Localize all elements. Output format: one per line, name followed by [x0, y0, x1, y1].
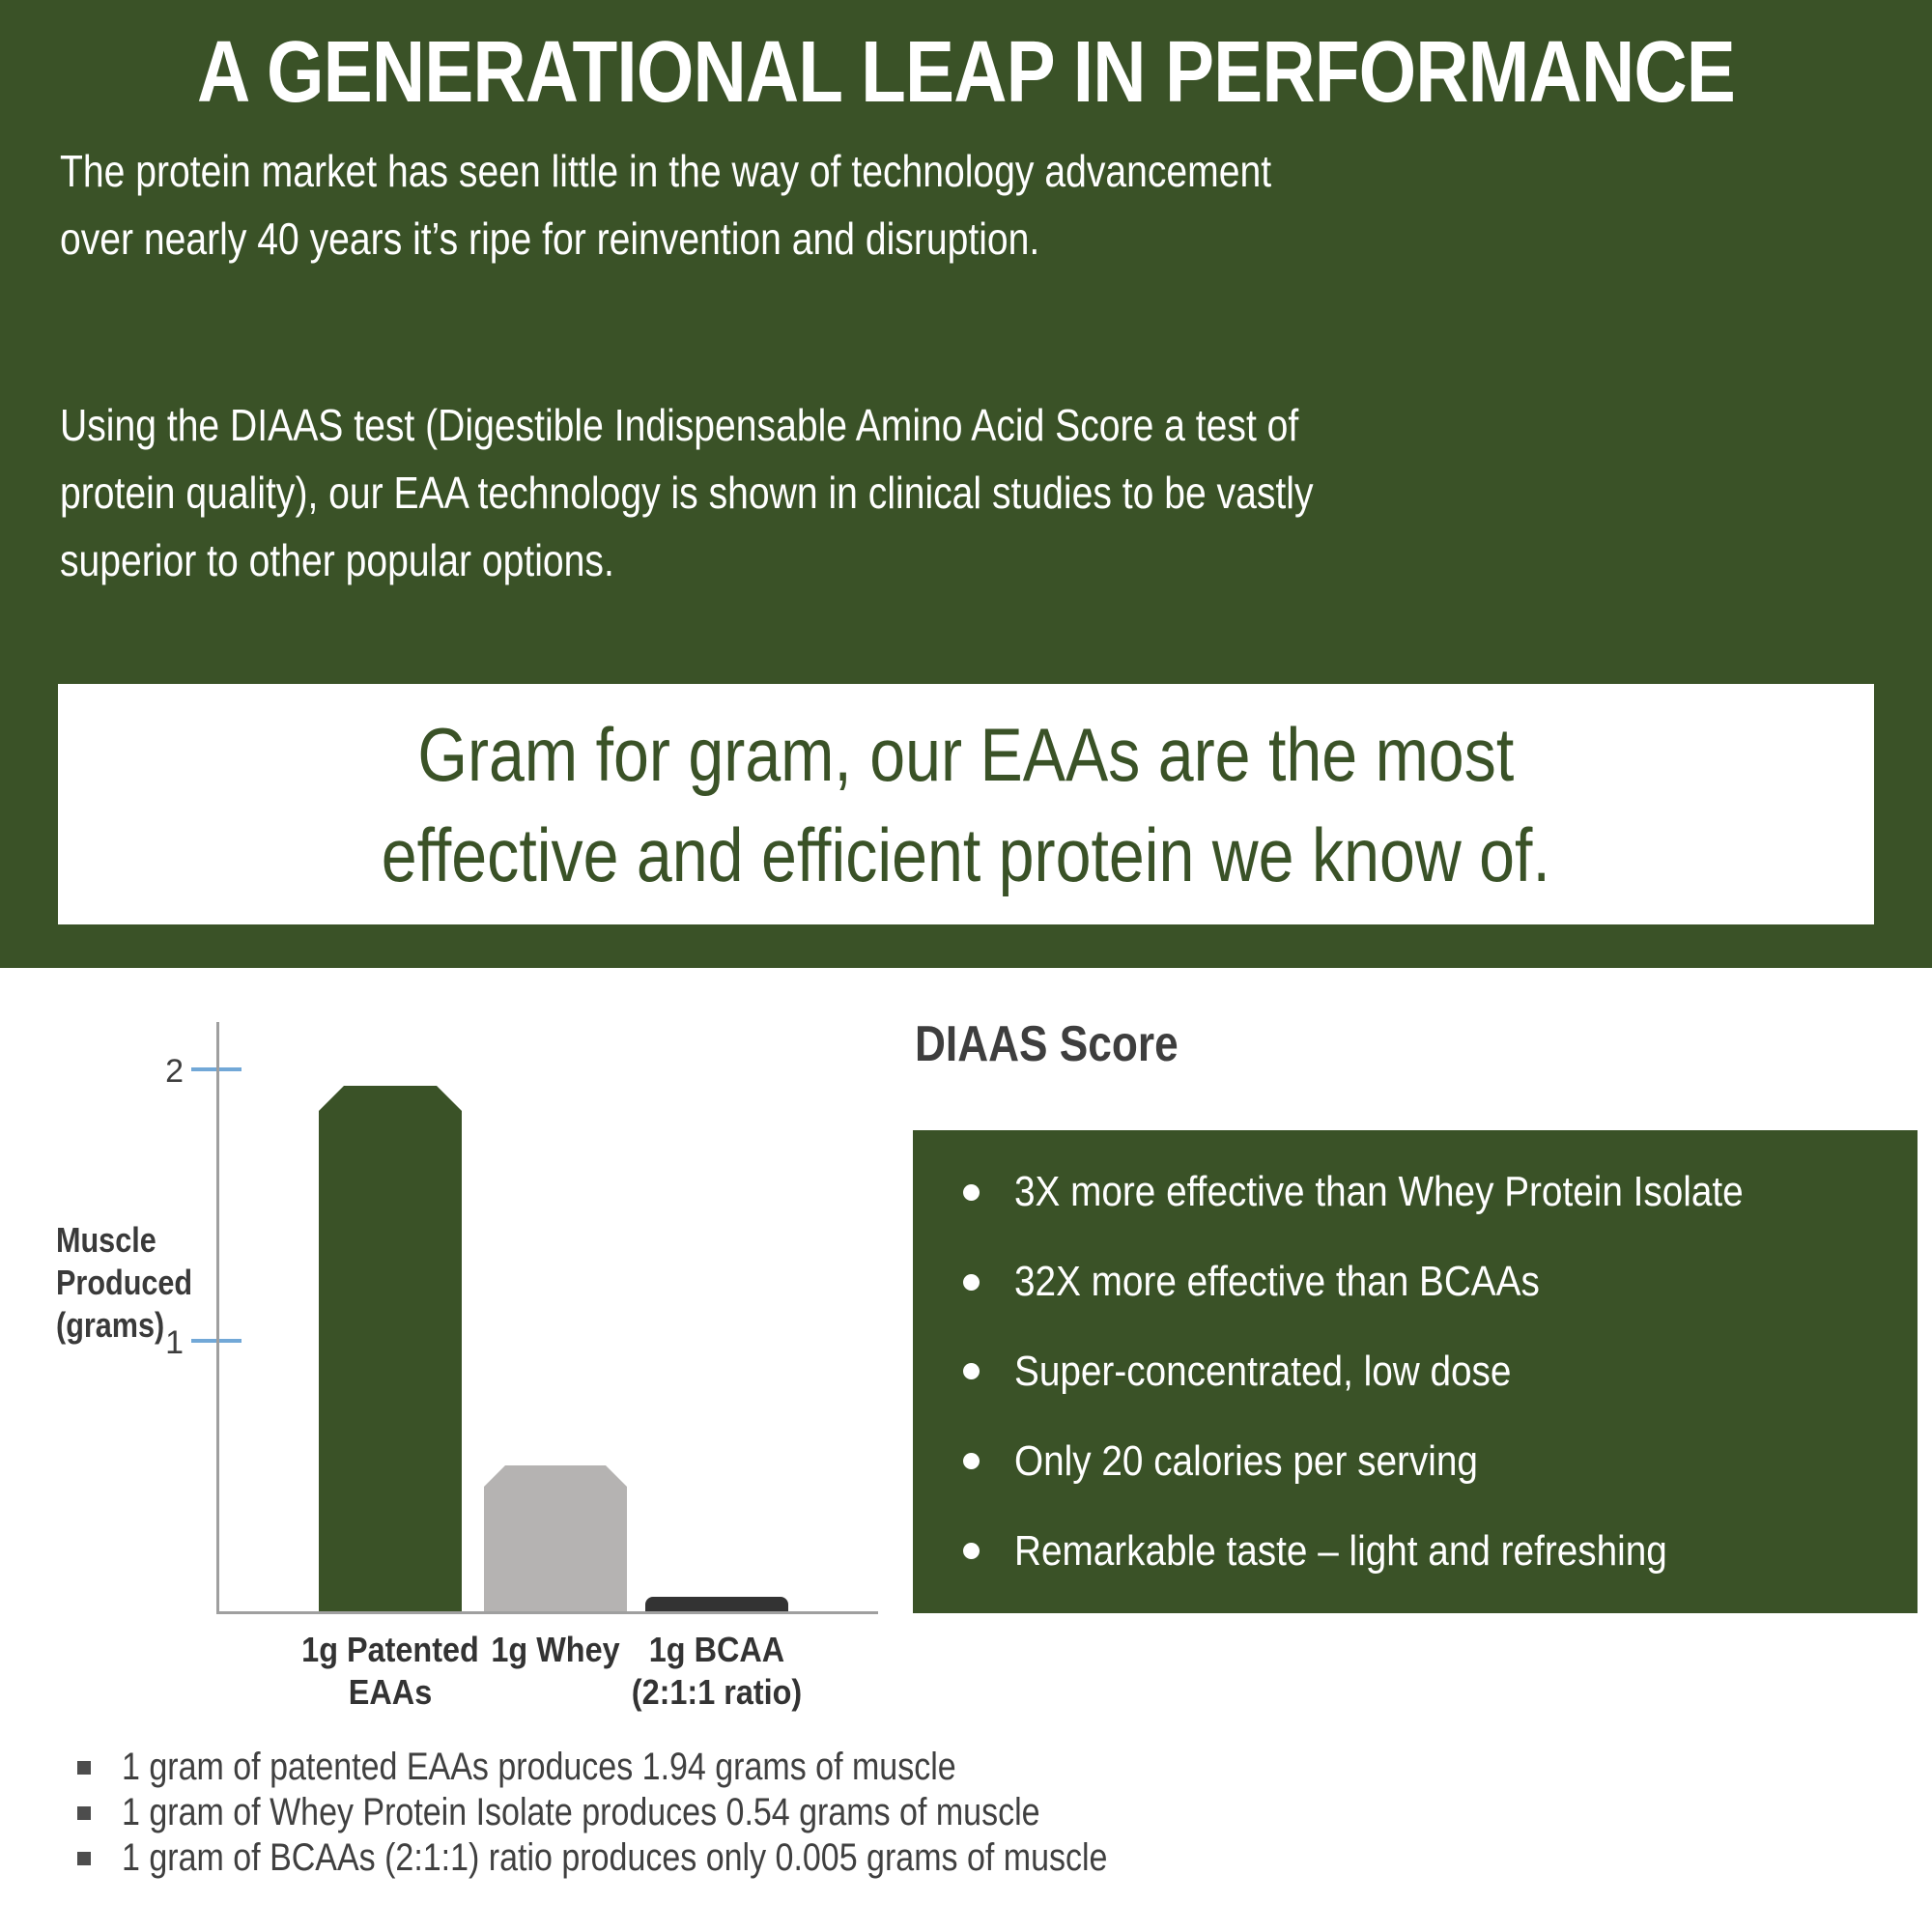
diaas-paragraph: Using the DIAAS test (Digestible Indispe…	[60, 400, 1314, 585]
benefit-text: 32X more effective than BCAAs	[1014, 1258, 1540, 1306]
bullet-dot-icon	[963, 1543, 980, 1560]
y-tick-label-1: 1	[165, 1323, 184, 1361]
y-tick-label-2: 2	[165, 1053, 184, 1090]
benefit-item: 3X more effective than Whey Protein Isol…	[913, 1168, 1918, 1216]
y-axis-label: Muscle Produced (grams)	[56, 1220, 193, 1345]
benefit-item: Super-concentrated, low dose	[913, 1348, 1918, 1396]
bar-category-label-1: 1g Whey	[491, 1630, 620, 1669]
benefit-text: 3X more effective than Whey Protein Isol…	[1014, 1168, 1744, 1216]
bar-1	[484, 1465, 627, 1611]
diaas-score-heading: DIAAS Score	[915, 1016, 1179, 1072]
header-band: A GENERATIONAL LEAP IN PERFORMANCE The p…	[0, 0, 1932, 968]
callout-box: Gram for gram, our EAAs are the most eff…	[58, 684, 1874, 924]
bullet-square-icon	[77, 1760, 91, 1775]
page-title: A GENERATIONAL LEAP IN PERFORMANCE	[197, 24, 1736, 121]
benefits-box: 3X more effective than Whey Protein Isol…	[913, 1130, 1918, 1613]
benefit-text: Super-concentrated, low dose	[1014, 1347, 1512, 1395]
footnote-text: 1 gram of BCAAs (2:1:1) ratio produces o…	[122, 1836, 1108, 1879]
bar-category-label-0: 1g Patented EAAs	[301, 1630, 479, 1712]
benefit-item: 32X more effective than BCAAs	[913, 1258, 1918, 1306]
bullet-square-icon	[77, 1805, 91, 1820]
footnote-text: 1 gram of patented EAAs produces 1.94 gr…	[122, 1746, 956, 1788]
bar-0	[319, 1086, 462, 1611]
bar-2	[645, 1597, 788, 1611]
intro-paragraph: The protein market has seen little in th…	[60, 146, 1272, 264]
footnote-item: 1 gram of patented EAAs produces 1.94 gr…	[77, 1745, 1282, 1790]
bullet-dot-icon	[963, 1363, 980, 1380]
bullet-dot-icon	[963, 1183, 980, 1201]
benefit-text: Only 20 calories per serving	[1014, 1436, 1478, 1485]
footnote-item: 1 gram of Whey Protein Isolate produces …	[77, 1790, 1282, 1835]
bullet-dot-icon	[963, 1273, 980, 1291]
footnote-item: 1 gram of BCAAs (2:1:1) ratio produces o…	[77, 1835, 1282, 1881]
benefit-item: Only 20 calories per serving	[913, 1437, 1918, 1486]
benefit-text: Remarkable taste – light and refreshing	[1014, 1526, 1667, 1575]
benefit-item: Remarkable taste – light and refreshing	[913, 1527, 1918, 1576]
footnote-list: 1 gram of patented EAAs produces 1.94 gr…	[77, 1745, 1282, 1881]
x-axis-line	[216, 1611, 878, 1614]
footnote-text: 1 gram of Whey Protein Isolate produces …	[122, 1791, 1040, 1833]
callout-text: Gram for gram, our EAAs are the most eff…	[381, 711, 1551, 897]
bar-category-label-2: 1g BCAA (2:1:1 ratio)	[631, 1630, 803, 1712]
bullet-dot-icon	[963, 1453, 980, 1470]
bullet-square-icon	[77, 1851, 91, 1865]
y-axis-line	[216, 1022, 219, 1614]
